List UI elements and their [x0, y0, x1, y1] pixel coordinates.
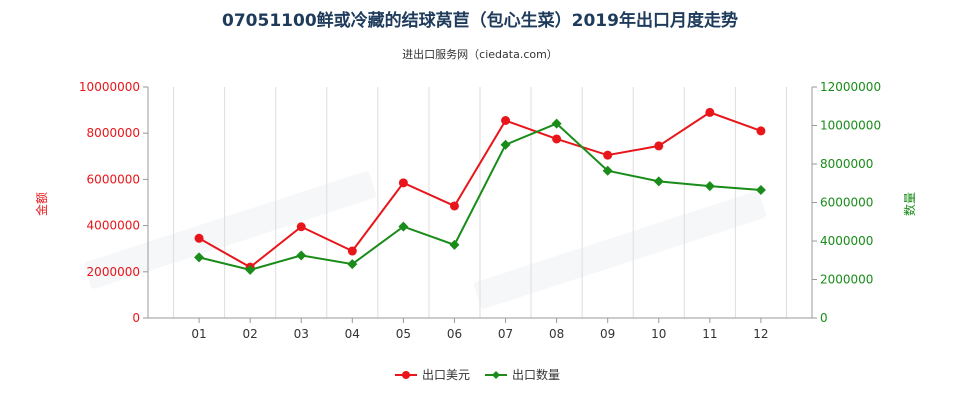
y-axis-left-label: 金额: [34, 192, 49, 216]
data-point: [704, 181, 715, 192]
y-left-tick-label: 10000000: [79, 80, 140, 94]
x-tick-label: 03: [294, 327, 309, 341]
x-tick-label: 05: [396, 327, 411, 341]
data-point: [603, 150, 613, 160]
grid-lines: [173, 87, 787, 318]
data-point: [296, 222, 306, 232]
data-point: [449, 201, 459, 211]
data-point: [194, 233, 204, 243]
x-tick-label: 12: [753, 327, 768, 341]
watermark-stamp: [84, 171, 376, 289]
series-line-2: [198, 122, 761, 271]
y-axis-right-ticks: 0 2000000 4000000 6000000 8000000 10000000 120…: [812, 80, 881, 325]
data-point: [654, 141, 664, 151]
data-point: [756, 126, 766, 136]
y-left-tick-label: 6000000: [87, 172, 140, 186]
x-tick-label: 07: [498, 327, 513, 341]
y-left-tick-label: 0: [132, 311, 140, 325]
y-left-tick-label: 4000000: [87, 219, 140, 233]
data-point: [347, 259, 358, 270]
y-right-tick-label: 6000000: [820, 196, 873, 210]
series-line-1: [198, 111, 762, 269]
data-point: [755, 184, 766, 195]
data-point: [449, 239, 460, 250]
x-tick-label: 10: [651, 327, 666, 341]
y-right-tick-label: 0: [820, 311, 828, 325]
data-point: [705, 107, 715, 117]
y-axis-left-ticks: 0 2000000 4000000 6000000 8000000 10000000: [79, 80, 148, 325]
series-layer: [194, 107, 766, 275]
x-tick-label: 02: [243, 327, 258, 341]
data-point: [398, 221, 409, 232]
data-point: [501, 115, 511, 125]
data-point: [653, 176, 664, 187]
x-tick-label: 01: [191, 327, 206, 341]
y-right-tick-label: 8000000: [820, 157, 873, 171]
y-left-tick-label: 8000000: [87, 126, 140, 140]
data-point: [347, 246, 357, 256]
x-tick-label: 08: [549, 327, 564, 341]
data-point: [551, 118, 562, 129]
x-tick-label: 11: [702, 327, 717, 341]
watermark: [84, 171, 766, 309]
y-right-tick-label: 2000000: [820, 273, 873, 287]
legend: 出口美元 出口数量: [395, 367, 560, 382]
data-point: [552, 134, 562, 144]
y-left-tick-label: 2000000: [87, 265, 140, 279]
chart-title: 07051100鲜或冷藏的结球莴苣（包心生菜）2019年出口月度走势: [222, 10, 738, 31]
chart-subtitle: 进出口服务网（ciedata.com）: [402, 47, 558, 61]
x-tick-label: 09: [600, 327, 615, 341]
data-point: [398, 178, 408, 188]
y-right-tick-label: 4000000: [820, 234, 873, 248]
data-point: [500, 139, 511, 150]
data-point: [194, 252, 205, 263]
y-right-tick-label: 10000000: [820, 119, 881, 133]
legend-label: 出口数量: [512, 367, 560, 382]
x-tick-label: 06: [447, 327, 462, 341]
legend-marker: [492, 371, 500, 379]
legend-marker: [402, 371, 410, 379]
legend-label: 出口美元: [422, 368, 470, 382]
x-axis-ticks: 01 02 03 04 05 06 07 08 09 10 11 12: [191, 318, 769, 341]
data-point: [245, 264, 256, 275]
y-axis-right-label: 数量: [902, 192, 917, 216]
watermark-stamp: [474, 191, 766, 309]
data-point: [602, 165, 613, 176]
y-right-tick-label: 12000000: [820, 80, 881, 94]
data-point: [296, 250, 307, 261]
x-tick-label: 04: [345, 327, 360, 341]
